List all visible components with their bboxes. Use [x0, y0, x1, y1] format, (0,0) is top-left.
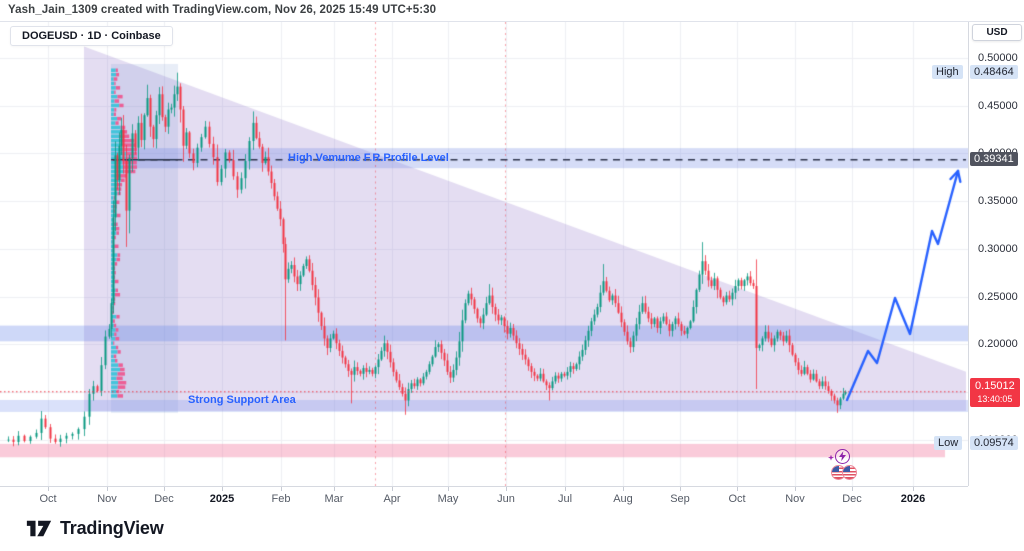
time-axis-label: Mar: [324, 493, 344, 505]
attribution-text: Yash_Jain_1309 created with TradingView.…: [8, 4, 437, 16]
chart-frame: DOGEUSD · 1D · Coinbase High Vemume F.R.…: [0, 21, 1024, 512]
time-tick: [448, 487, 449, 491]
time-tick: [565, 487, 566, 491]
time-tick: [795, 487, 796, 491]
time-axis-label: Dec: [154, 493, 174, 505]
tradingview-wordmark: TradingView: [60, 518, 164, 538]
time-axis-label: Apr: [383, 493, 401, 505]
time-axis-label: May: [437, 493, 459, 505]
hvn-level-annotation[interactable]: High Vemume F.R.Profile Level: [288, 151, 449, 164]
time-tick: [107, 487, 108, 491]
hvn-level-price-badge: 0.39341: [970, 151, 1018, 166]
range-low-value: 0.09574: [970, 435, 1018, 450]
time-tick: [222, 487, 223, 491]
price-tick-label: 0.50000: [978, 52, 1018, 64]
time-tick: [334, 487, 335, 491]
flag-icon: [842, 464, 857, 480]
price-tick-label: 0.20000: [978, 338, 1018, 351]
price-axis[interactable]: USD 0.500000.450000.400000.350000.300000…: [968, 22, 1024, 486]
time-tick: [623, 487, 624, 491]
time-tick: [506, 487, 507, 491]
time-axis-label: Oct: [39, 493, 57, 505]
time-axis-label: Jun: [497, 493, 515, 505]
tradingview-logo: [26, 520, 52, 537]
time-axis[interactable]: Oct Nov Dec 2025 Feb Mar Apr May Jun Jul Aug Sep Oct…: [0, 486, 968, 512]
bar-countdown: 13:40:05: [977, 393, 1013, 404]
time-axis-label: Nov: [97, 493, 117, 505]
time-axis-label: Jul: [557, 493, 573, 505]
range-high-value: 0.48464: [970, 64, 1018, 79]
time-axis-label: Dec: [842, 493, 862, 505]
time-axis-label: 2025: [209, 493, 235, 505]
range-low-label: Low: [934, 435, 963, 450]
lightning-bolt-icon: [839, 451, 846, 462]
time-tick: [913, 487, 914, 491]
support-area-annotation[interactable]: Strong Support Area: [188, 393, 296, 406]
flags-emoji-sticker[interactable]: [831, 464, 857, 480]
time-axis-label: Oct: [728, 493, 746, 505]
price-tick-label: 0.35000: [978, 195, 1018, 208]
time-axis-label: Sep: [670, 493, 690, 505]
time-tick: [281, 487, 282, 491]
time-axis-label: Feb: [271, 493, 291, 505]
time-tick: [48, 487, 49, 491]
price-tick-label: 0.30000: [978, 242, 1018, 255]
price-tick-label: 0.25000: [978, 290, 1018, 303]
range-high-label: High: [932, 64, 963, 79]
time-tick: [392, 487, 393, 491]
price-tick-label: 0.45000: [978, 99, 1018, 112]
current-price-badge: 0.15012 13:40:05: [970, 377, 1020, 407]
currency-button[interactable]: USD: [972, 24, 1022, 41]
sparkle-icon: [828, 454, 834, 461]
time-axis-label: Nov: [785, 493, 805, 505]
current-price-value: 0.15012: [975, 379, 1015, 392]
lightning-emoji-sticker[interactable]: [828, 448, 850, 464]
time-axis-label: Aug: [613, 493, 633, 505]
time-tick: [852, 487, 853, 491]
time-axis-label: 2026: [900, 493, 926, 505]
time-tick: [164, 487, 165, 491]
time-tick: [680, 487, 681, 491]
symbol-legend[interactable]: DOGEUSD · 1D · Coinbase: [10, 26, 173, 46]
candlestick-chart-canvas[interactable]: [0, 22, 968, 486]
tradingview-attribution[interactable]: TradingView: [26, 518, 164, 539]
time-tick: [737, 487, 738, 491]
